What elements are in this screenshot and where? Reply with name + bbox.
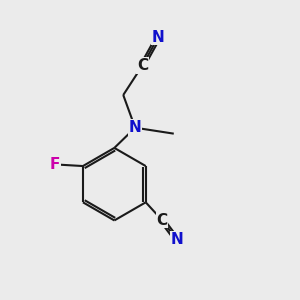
Text: N: N — [129, 120, 142, 135]
Text: C: C — [157, 213, 168, 228]
Text: N: N — [152, 30, 164, 45]
Text: F: F — [50, 157, 61, 172]
Text: C: C — [137, 58, 148, 73]
Text: N: N — [171, 232, 183, 247]
